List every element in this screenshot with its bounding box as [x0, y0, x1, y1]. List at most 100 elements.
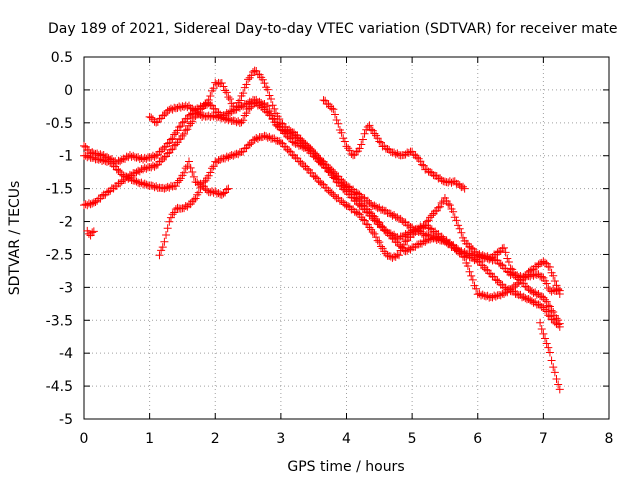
data-point: [203, 186, 212, 195]
data-point: [550, 368, 559, 377]
data-point: [152, 161, 161, 170]
data-point: [421, 221, 430, 230]
data-point: [355, 190, 364, 199]
data-point: [437, 176, 446, 185]
data-point: [378, 205, 387, 214]
data-point: [529, 288, 538, 297]
data-point: [544, 343, 553, 352]
data-point: [504, 257, 513, 266]
data-point: [166, 145, 175, 154]
data-point: [541, 305, 550, 314]
data-point: [173, 178, 182, 187]
data-point: [352, 147, 361, 156]
y-tick-label: -1.5: [46, 182, 73, 198]
data-point: [206, 91, 215, 100]
data-point: [360, 216, 369, 225]
data-point: [524, 294, 533, 303]
data-point: [139, 165, 148, 174]
data-point: [411, 227, 420, 236]
data-point: [457, 228, 466, 237]
data-point: [163, 149, 172, 158]
data-point: [555, 289, 564, 298]
data-point: [178, 131, 187, 140]
data-point: [545, 262, 554, 271]
data-point: [222, 88, 231, 97]
data-point: [221, 86, 230, 95]
data-point: [290, 131, 298, 140]
data-point: [345, 146, 354, 155]
data-point: [467, 271, 476, 280]
x-tick-label: 0: [80, 431, 89, 447]
data-point: [503, 254, 512, 263]
data-point: [541, 334, 550, 343]
data-point: [419, 161, 428, 170]
data-point: [170, 141, 179, 150]
data-point: [352, 208, 361, 217]
data-point: [350, 188, 359, 197]
data-point: [271, 118, 280, 127]
data-point: [483, 252, 492, 261]
data-point: [399, 231, 408, 240]
data-point: [365, 223, 374, 232]
data-point: [552, 281, 561, 290]
data-point: [544, 284, 553, 293]
data-point: [342, 201, 351, 210]
data-point: [147, 153, 156, 162]
data-point: [125, 151, 134, 160]
data-point: [506, 285, 515, 294]
data-point: [393, 149, 402, 158]
data-point: [496, 260, 505, 269]
y-tick-label: -2: [59, 215, 73, 231]
data-point: [235, 96, 244, 105]
data-point: [237, 118, 246, 127]
y-tick-label: -5: [59, 412, 73, 428]
data-point: [331, 110, 340, 119]
data-point: [163, 224, 172, 233]
data-point: [317, 156, 326, 165]
data-point: [521, 271, 530, 280]
y-tick-label: -4.5: [46, 379, 73, 395]
data-point: [178, 102, 187, 111]
data-point: [501, 248, 510, 257]
data-point: [189, 172, 198, 181]
data-point: [168, 145, 177, 154]
data-point: [245, 140, 254, 149]
data-point: [140, 179, 149, 188]
data-point: [117, 177, 126, 186]
data-point: [373, 134, 382, 143]
data-point: [311, 149, 320, 158]
data-point: [393, 250, 402, 259]
data-point: [84, 152, 93, 161]
data-point: [388, 253, 397, 262]
data-point: [422, 230, 431, 239]
data-point: [449, 207, 458, 216]
data-point: [439, 236, 448, 245]
data-point: [183, 162, 192, 171]
data-point: [265, 132, 274, 141]
data-point: [258, 103, 267, 112]
data-point: [139, 155, 148, 164]
data-point: [422, 217, 431, 226]
data-point: [370, 229, 379, 238]
data-point: [247, 71, 256, 80]
data-point: [216, 155, 225, 164]
data-point: [189, 113, 198, 122]
data-point: [391, 150, 400, 159]
data-point: [265, 91, 274, 100]
data-point: [86, 200, 95, 209]
data-points: [80, 66, 564, 394]
data-point: [334, 119, 343, 128]
y-tick-label: -3: [59, 280, 73, 296]
data-point: [168, 210, 177, 219]
data-point: [380, 225, 389, 234]
x-axis-label: GPS time / hours: [287, 459, 404, 475]
data-point: [537, 292, 546, 301]
data-point: [186, 163, 195, 172]
data-point: [88, 228, 97, 237]
data-point: [180, 168, 189, 177]
data-point: [373, 204, 382, 213]
data-point: [529, 298, 538, 307]
data-point: [245, 104, 254, 113]
data-point: [458, 182, 467, 191]
